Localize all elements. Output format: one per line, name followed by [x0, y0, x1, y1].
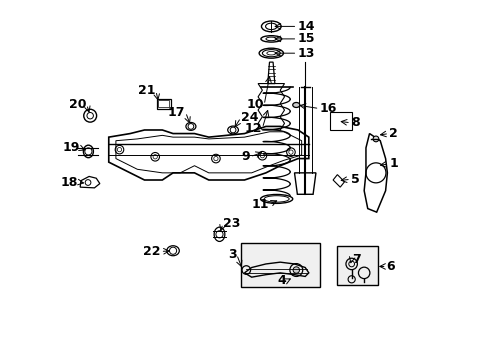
Text: 11: 11 [251, 198, 268, 211]
Bar [158, 100, 169, 108]
Bar [329, 112, 351, 130]
Bar [337, 246, 378, 285]
Ellipse shape [292, 103, 299, 108]
Text: 15: 15 [297, 32, 314, 45]
Text: 17: 17 [168, 105, 185, 119]
Text: 24: 24 [241, 111, 258, 124]
Bar [241, 243, 319, 287]
Text: 22: 22 [143, 245, 160, 258]
Text: 21: 21 [138, 84, 156, 97]
Text: 13: 13 [297, 47, 314, 60]
Text: 18: 18 [61, 176, 78, 189]
Bar [157, 99, 170, 109]
Text: 16: 16 [319, 102, 336, 115]
Text: 10: 10 [246, 99, 264, 112]
Text: 23: 23 [223, 217, 240, 230]
Text: 20: 20 [69, 98, 86, 111]
Text: 4: 4 [277, 274, 286, 287]
Circle shape [292, 267, 299, 273]
Text: 6: 6 [386, 260, 394, 273]
Text: 5: 5 [350, 173, 359, 186]
Text: 1: 1 [388, 157, 397, 170]
Text: 12: 12 [244, 122, 262, 135]
Text: 19: 19 [62, 141, 80, 154]
Text: 3: 3 [227, 248, 236, 261]
Text: 7: 7 [351, 253, 360, 266]
Circle shape [372, 136, 378, 142]
Text: 9: 9 [241, 150, 249, 163]
Text: 14: 14 [297, 20, 314, 33]
Text: 2: 2 [388, 127, 397, 140]
Text: 8: 8 [350, 116, 359, 129]
